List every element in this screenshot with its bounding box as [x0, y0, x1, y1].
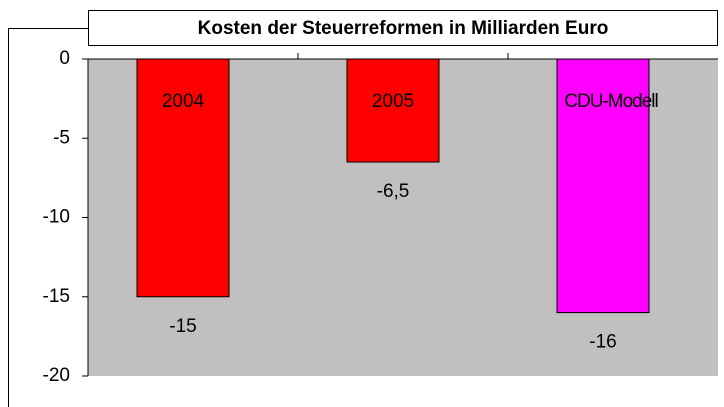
- y-tick-label: -20: [43, 365, 70, 386]
- y-tick-label: -10: [43, 207, 70, 228]
- y-tick-label: -15: [43, 286, 70, 307]
- category-label: CDU-Modell: [564, 91, 657, 112]
- y-tick-label: 0: [59, 48, 70, 69]
- data-label: -15: [169, 316, 196, 337]
- y-tick-label: -5: [53, 127, 70, 148]
- data-label: -6,5: [377, 181, 410, 202]
- title-box: [88, 10, 718, 46]
- category-label: 2005: [372, 91, 414, 112]
- chart-title: Kosten der Steuerreformen in Milliarden …: [198, 18, 609, 39]
- bar: [136, 58, 230, 298]
- data-label: -16: [589, 332, 616, 353]
- bar: [346, 58, 440, 163]
- category-label: 2004: [162, 91, 205, 112]
